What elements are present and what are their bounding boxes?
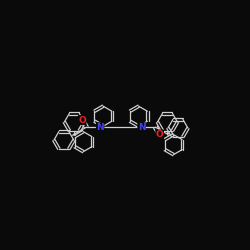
Text: O: O [78, 116, 86, 124]
Text: N: N [96, 123, 104, 132]
Text: O: O [156, 130, 164, 139]
Text: N: N [138, 123, 145, 132]
